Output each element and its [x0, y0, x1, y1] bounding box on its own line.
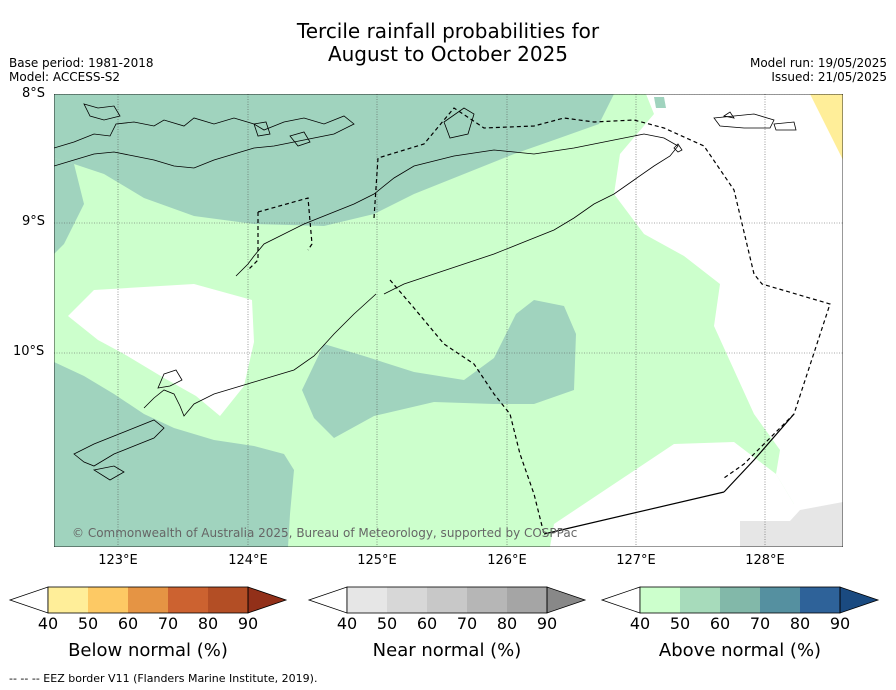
colorbar-segment — [467, 587, 507, 613]
colorbar-segment — [640, 587, 680, 613]
colorbar-label-near: Near normal (%) — [372, 640, 522, 661]
colorbar-tick-label: 50 — [669, 614, 691, 633]
colorbar-extend-low — [8, 586, 49, 614]
colorbar-extend-high — [247, 586, 288, 614]
colorbar-tick-label: 80 — [789, 614, 811, 633]
lon-label-123e: 123°E — [98, 553, 138, 568]
lon-label-125e: 125°E — [357, 553, 397, 568]
colorbar-tick-label: 40 — [629, 614, 651, 633]
coastlines — [54, 103, 797, 481]
colorbar-segment — [507, 587, 547, 613]
colorbar-segment — [208, 587, 248, 613]
colorbar-below-normal — [8, 586, 288, 614]
lon-label-127e: 127°E — [616, 553, 656, 568]
lon-label-124e: 124°E — [228, 553, 268, 568]
meta-left: Base period: 1981-2018 Model: ACCESS-S2 — [9, 56, 154, 84]
footnote: -- -- -- EEZ border V11 (Flanders Marine… — [9, 672, 318, 685]
lon-label-126e: 126°E — [487, 553, 527, 568]
colorbar-segment — [680, 587, 720, 613]
colorbar-near-normal — [307, 586, 587, 614]
colorbar-extend-low — [307, 586, 348, 614]
colorbar-extend-high — [839, 586, 880, 614]
chart-title: Tercile rainfall probabilities for Augus… — [0, 20, 896, 66]
colorbar-tick-label: 90 — [829, 614, 851, 633]
issued-date: Issued: 21/05/2025 — [771, 70, 887, 84]
colorbar-segment — [800, 587, 840, 613]
colorbar-tick-label: 90 — [237, 614, 259, 633]
dark-green-central — [302, 300, 576, 438]
probability-map — [54, 94, 843, 547]
colorbar-segment — [48, 587, 88, 613]
colorbar-tick-label: 80 — [496, 614, 518, 633]
colorbar-segment — [427, 587, 467, 613]
title-line-2: August to October 2025 — [327, 42, 569, 66]
colorbar-tick-label: 50 — [77, 614, 99, 633]
eez-border — [247, 107, 831, 535]
colorbar-label-above: Above normal (%) — [658, 640, 822, 661]
dark-green-southwest — [54, 362, 294, 547]
model-name: Model: ACCESS-S2 — [9, 70, 121, 84]
colorbar-segment — [168, 587, 208, 613]
colorbar-extend-low — [600, 586, 641, 614]
colorbar-segment — [387, 587, 427, 613]
colorbar-tick-label: 70 — [456, 614, 478, 633]
lat-label-9s: 9°S — [22, 214, 46, 229]
lon-label-128e: 128°E — [745, 553, 785, 568]
dark-green-north — [54, 94, 614, 226]
meta-right: Model run: 19/05/2025 Issued: 21/05/2025 — [750, 56, 887, 84]
colorbar-tick-label: 70 — [749, 614, 771, 633]
colorbar-tick-label: 60 — [709, 614, 731, 633]
colorbar-tick-label: 40 — [37, 614, 59, 633]
grey-region-southeast — [740, 502, 843, 547]
copyright-text: © Commonwealth of Australia 2025, Bureau… — [72, 526, 578, 540]
colorbar-tick-label: 50 — [376, 614, 398, 633]
colorbar-tick-label: 80 — [197, 614, 219, 633]
model-run: Model run: 19/05/2025 — [749, 56, 887, 70]
colorbar-tick-label: 70 — [157, 614, 179, 633]
colorbar-tick-label: 40 — [336, 614, 358, 633]
white-region-west — [68, 284, 254, 416]
colorbar-segment — [128, 587, 168, 613]
colorbar-tick-label: 60 — [117, 614, 139, 633]
colorbar-segment — [720, 587, 760, 613]
colorbar-label-below: Below normal (%) — [68, 640, 228, 661]
dark-green-west-edge — [54, 158, 84, 254]
colorbar-segment — [347, 587, 387, 613]
white-region-south-east — [550, 442, 843, 547]
lat-label-10s: 10°S — [13, 344, 45, 359]
colorbars — [8, 586, 880, 614]
colorbar-extend-high — [546, 586, 587, 614]
colorbar-above-normal — [600, 586, 880, 614]
dark-green-north-right-dot — [654, 97, 666, 108]
title-line-1: Tercile rainfall probabilities for — [296, 19, 600, 43]
colorbar-segment — [88, 587, 128, 613]
colorbar-tick-label: 90 — [536, 614, 558, 633]
gridlines — [54, 94, 843, 547]
colorbar-tick-label: 60 — [416, 614, 438, 633]
yellow-region-northeast — [810, 94, 843, 160]
colorbar-frame — [47, 586, 249, 614]
lat-label-8s: 8°S — [22, 86, 46, 101]
base-period: Base period: 1981-2018 — [9, 56, 154, 70]
colorbar-frame — [346, 586, 548, 614]
white-region-east — [614, 94, 843, 504]
eez-border-solid-segment — [543, 413, 795, 535]
colorbar-segment — [760, 587, 800, 613]
colorbar-frame — [639, 586, 841, 614]
